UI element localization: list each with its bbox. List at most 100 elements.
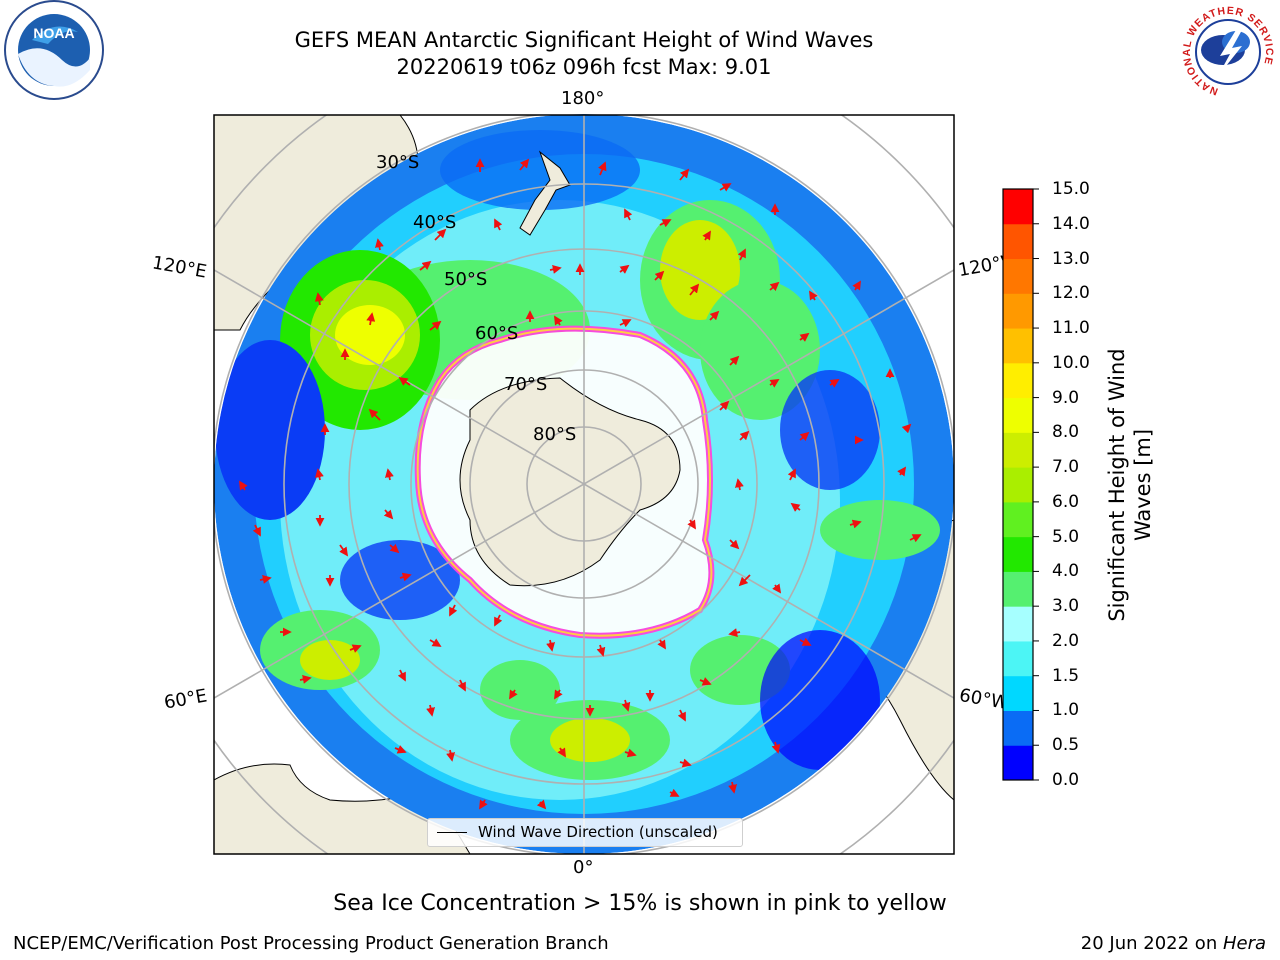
footer-date: 20 Jun 2022 on Hera	[1080, 933, 1266, 954]
arrow	[383, 509, 394, 520]
arrow	[769, 281, 780, 292]
arrow	[239, 480, 248, 491]
arrow	[849, 519, 862, 529]
arrow	[799, 431, 810, 442]
nws-logo: NATIONAL WEATHER SERVICE	[1180, 4, 1276, 100]
colorbar-band	[1003, 362, 1033, 399]
lon-label-180: 180°	[561, 88, 605, 109]
arrow	[679, 168, 690, 181]
arrow	[374, 238, 384, 251]
arrow	[299, 674, 312, 684]
colorbar-band	[1003, 710, 1033, 746]
colorbar-tick-label: 15.0	[1052, 179, 1090, 199]
colorbar-band	[1003, 745, 1033, 781]
colorbar-band	[1003, 606, 1033, 642]
colorbar-band	[1003, 571, 1033, 607]
arrow	[549, 264, 562, 274]
arrow	[449, 604, 458, 617]
graticule	[214, 115, 954, 854]
arrow	[897, 466, 907, 477]
arrow	[368, 408, 381, 421]
arrow	[729, 355, 740, 366]
arrow	[619, 264, 630, 274]
arrow	[598, 161, 607, 176]
arrow	[699, 677, 712, 686]
lon-label-0: 0°	[573, 857, 594, 878]
arrow	[397, 669, 406, 682]
antarctica	[414, 325, 715, 639]
arrow	[349, 644, 362, 653]
arrow	[729, 539, 740, 550]
arrow	[259, 574, 272, 584]
colorbar-band	[1003, 467, 1033, 503]
lat-label-70s: 70°S	[504, 374, 548, 395]
arrow	[339, 544, 349, 557]
arrow	[799, 332, 810, 342]
colorbar-tick-label: 5.0	[1052, 526, 1080, 547]
arrow	[624, 208, 633, 221]
arrow	[434, 228, 447, 241]
colorbar-tick-label: 9.0	[1052, 387, 1080, 408]
colorbar-tick-label: 14.0	[1052, 213, 1090, 234]
lat-label-40s: 40°S	[413, 212, 457, 233]
arrow	[719, 400, 730, 411]
arrow	[702, 230, 711, 241]
colorbar-tick-label: 13.0	[1052, 248, 1090, 269]
arrow	[389, 543, 400, 554]
arrow	[546, 639, 556, 652]
colorbar-tick-label: 6.0	[1052, 491, 1080, 512]
colorbar-tick-label: 10.0	[1052, 352, 1090, 373]
noaa-text: NOAA	[33, 25, 74, 41]
arrow	[314, 468, 324, 481]
arrow	[737, 248, 746, 261]
arrow	[829, 379, 840, 388]
arrow	[772, 583, 782, 594]
colorbar-tick-label: 4.0	[1052, 561, 1080, 582]
colorbar-tick-label: 3.0	[1052, 596, 1080, 617]
chart-subtitle: 20220619 t06z 096h fcst Max: 9.01	[396, 55, 772, 79]
arrow	[446, 749, 456, 762]
arrow	[314, 292, 324, 306]
arrow	[554, 689, 563, 700]
arrow	[624, 748, 637, 758]
chart-title: GEFS MEAN Antarctic Significant Height o…	[294, 28, 874, 52]
arrow	[728, 781, 738, 794]
colorbar-tick-label: 0.0	[1052, 770, 1080, 790]
lat-label-50s: 50°S	[444, 269, 488, 290]
colorbar-tick-label: 12.0	[1052, 283, 1090, 304]
arrow	[596, 644, 606, 657]
arrow	[657, 639, 666, 650]
colorbar-band	[1003, 397, 1033, 433]
arrow	[384, 468, 394, 481]
arrow	[554, 315, 563, 326]
sea-ice-note: Sea Ice Concentration > 15% is shown in …	[333, 891, 947, 916]
arrow	[790, 502, 801, 512]
arrow	[687, 519, 696, 530]
wind-wave-arrows	[239, 158, 922, 810]
arrow	[519, 158, 530, 171]
arrow	[557, 747, 566, 758]
lat-label-60s: 60°S	[475, 323, 519, 344]
arrow	[654, 270, 665, 281]
map-legend: Wind Wave Direction (unscaled)	[427, 818, 743, 847]
footer-credit: NCEP/EMC/Verification Post Processing Pr…	[13, 933, 609, 954]
arrow	[852, 280, 861, 291]
arrow	[771, 741, 781, 754]
arrow	[738, 574, 751, 587]
arrow	[689, 283, 700, 296]
arrow	[429, 320, 442, 331]
colorbar-band	[1003, 675, 1033, 711]
arrow	[509, 689, 518, 700]
arrow	[429, 638, 442, 647]
arrow	[536, 799, 547, 810]
colorbar-band	[1003, 501, 1033, 538]
arrow	[494, 218, 503, 231]
arrow	[719, 183, 732, 192]
colorbar-band	[1003, 328, 1033, 364]
arrow	[621, 699, 631, 712]
colorbar-band	[1003, 293, 1033, 329]
colorbar-band	[1003, 223, 1033, 260]
colorbar-band	[1003, 536, 1033, 572]
